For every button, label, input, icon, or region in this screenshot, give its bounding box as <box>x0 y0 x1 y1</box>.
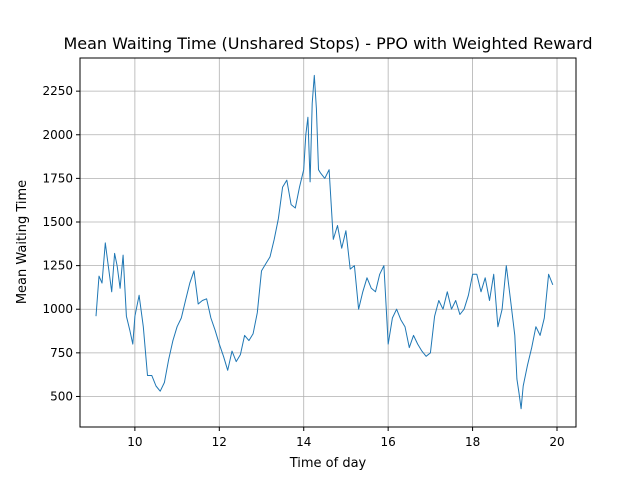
chart-title: Mean Waiting Time (Unshared Stops) - PPO… <box>63 34 592 53</box>
y-tick-label: 1250 <box>42 259 73 273</box>
x-tick-label: 10 <box>127 435 142 449</box>
y-axis-label: Mean Waiting Time <box>15 180 30 304</box>
series-layer <box>95 74 554 410</box>
x-axis-label: Time of day <box>289 456 367 471</box>
y-tick-label: 2250 <box>42 84 73 98</box>
axis-ticks: 10 12 14 16 18 20 500 750 1000 1250 1500 1750 2000 22… <box>42 84 564 449</box>
grid-lines <box>80 58 576 427</box>
y-tick-label: 1750 <box>42 171 73 185</box>
x-tick-label: 16 <box>381 435 396 449</box>
x-tick-label: 12 <box>212 435 227 449</box>
y-tick-label: 1500 <box>42 215 73 229</box>
y-tick-label: 2000 <box>42 128 73 142</box>
y-tick-label: 1000 <box>42 302 73 316</box>
y-tick-label: 500 <box>50 389 73 403</box>
x-tick-label: 14 <box>296 435 311 449</box>
y-tick-label: 750 <box>50 346 73 360</box>
plot-frame <box>79 57 577 428</box>
waiting-time-line <box>95 74 554 410</box>
x-tick-label: 18 <box>465 435 480 449</box>
x-tick-label: 20 <box>549 435 564 449</box>
